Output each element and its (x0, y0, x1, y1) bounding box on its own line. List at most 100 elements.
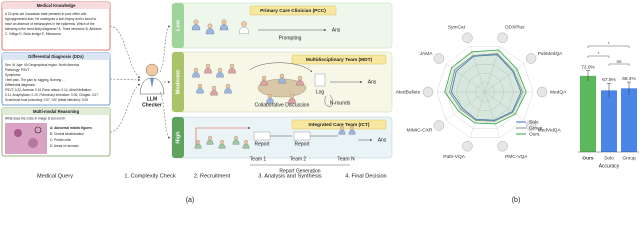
person-icon (229, 63, 235, 69)
dataset-icon (433, 120, 445, 131)
person-icon (340, 126, 344, 130)
card-line: Scombroid food poisoning: 0.07, HIV (ini… (5, 98, 88, 102)
person-icon (221, 19, 227, 25)
person-icon (228, 68, 236, 74)
tier-level: Low (175, 19, 181, 31)
person-icon (196, 140, 200, 144)
log-icon (314, 73, 326, 87)
dataset-icon (462, 141, 473, 152)
card-line: What does the circle in image D surround… (5, 116, 65, 120)
tier-tab (172, 52, 184, 112)
value-label: 68.4% (622, 76, 636, 82)
image-detail (34, 126, 42, 134)
person-icon (224, 88, 232, 94)
flow-label: Report (254, 141, 270, 147)
card-line: D: Areas of necrosis (50, 144, 79, 148)
card-title: Medical Knowledge (37, 3, 77, 8)
person-icon (196, 88, 204, 94)
team-box (291, 119, 387, 130)
person-icon (279, 73, 285, 79)
legend-label: Solo (529, 119, 539, 125)
axis-label: PMC-VQA (505, 154, 528, 160)
flow-label: Report (294, 141, 310, 147)
person-icon (350, 126, 354, 130)
dataset-icon (525, 120, 537, 131)
value-label: 67.8% (602, 77, 616, 83)
person-icon (219, 24, 229, 31)
dataset-icon (497, 141, 508, 152)
radar-spoke (484, 63, 524, 93)
card-line: Pathology: PSVT (5, 68, 29, 72)
person-icon (297, 75, 303, 81)
card-line: 0.11, Anaphylaxis: 0.10, Pulmonary embol… (5, 93, 99, 97)
tier-tab (172, 117, 184, 158)
dataset-icon (433, 53, 445, 64)
step-label: 2. Recruitment (194, 173, 231, 179)
person-icon (288, 98, 296, 104)
person-icon (206, 139, 214, 145)
flow-arrow (195, 126, 251, 148)
card-line: B: Central keratinization (50, 132, 84, 136)
value-label: 72.0% (581, 64, 595, 70)
radar-series (449, 53, 523, 122)
image-detail (14, 129, 22, 137)
card-line: Differential diagnosis: (5, 83, 36, 87)
flow-label: Ans (332, 27, 341, 33)
card-title: Differential Diagnosis (DDx) (28, 54, 84, 59)
person-icon (216, 72, 224, 78)
person-icon (348, 129, 356, 135)
radar-spoke (446, 63, 486, 93)
card-line: have an absence of melanocytes in the ep… (5, 22, 95, 26)
person-icon (217, 67, 223, 73)
x-axis-label: Accuracy (599, 163, 620, 169)
figure: LLM Checker Medical Query (a) (b) Medica… (1, 1, 639, 204)
team-name: Primary Care Clinician (PCC) (260, 8, 326, 14)
person-icon (211, 85, 217, 91)
bar (580, 75, 596, 152)
person-icon (289, 93, 295, 99)
radar-spoke (469, 91, 486, 138)
axis-label: DDXPlus (505, 24, 525, 30)
person-icon (220, 140, 224, 144)
checker-label: LLM (147, 96, 157, 102)
histology-image (5, 123, 47, 154)
person-icon (193, 19, 199, 25)
axis-label: SymCat (448, 24, 466, 30)
person-icon (193, 67, 199, 73)
query-label: Medical Query (37, 173, 73, 179)
flow-label: Prompting (279, 35, 302, 41)
tier-tab (172, 3, 184, 48)
significance-label: * (608, 41, 610, 47)
bar (601, 90, 617, 152)
radar-spoke (484, 91, 501, 138)
legend-label: Group (529, 125, 543, 131)
flow-arrow (109, 78, 141, 82)
radar-series (444, 49, 527, 125)
tier-level: High (175, 131, 181, 144)
axis-label: MedVidQA (538, 127, 562, 133)
flow-label: Log (316, 89, 325, 95)
card-line: C: Prickle cells (50, 138, 71, 142)
person-icon (191, 24, 201, 31)
flow-label: Ans (378, 137, 387, 143)
card-line: A 19-year-old Caucasian male presents to… (5, 12, 87, 16)
axis-label: JAMA (420, 51, 434, 57)
person-icon (225, 83, 231, 89)
tier-level: Moderate (175, 70, 181, 94)
person-icon (234, 136, 238, 140)
flow-label: Report Generation (279, 168, 320, 174)
flow-arrow (249, 62, 313, 73)
flow-label: Collaborative Discussion (255, 102, 310, 108)
card-line: Sex: M, Age: 49 Geographical region: Nor… (5, 63, 79, 67)
person-icon (207, 23, 213, 29)
person-icon (204, 68, 212, 74)
flow-arrow (159, 91, 171, 139)
flow-arrow (159, 25, 171, 73)
person-icon (192, 72, 200, 78)
radar-spoke (446, 91, 486, 121)
team-box (291, 54, 387, 65)
card-line: Symptoms: (5, 73, 21, 77)
step-label: 4. Final Decision (345, 173, 386, 179)
dataset-icon (422, 86, 434, 98)
significance-label: ns (616, 60, 622, 65)
